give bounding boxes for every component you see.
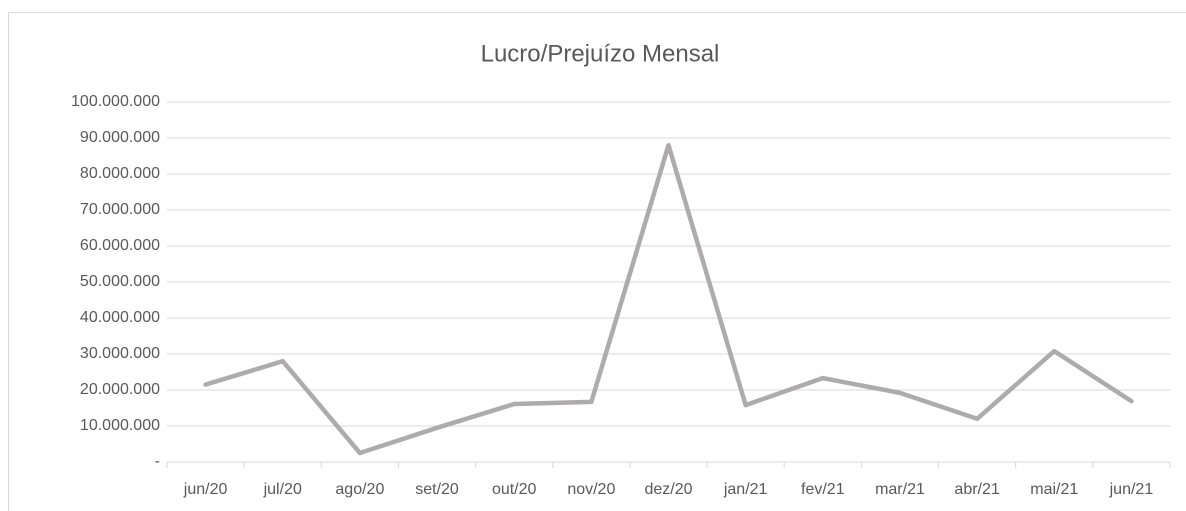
y-tick-label: 60.000.000 xyxy=(80,237,160,254)
x-tick-label: out/20 xyxy=(492,481,537,498)
y-tick-label: 20.000.000 xyxy=(80,381,160,398)
y-tick-label: 90.000.000 xyxy=(80,129,160,146)
chart-frame xyxy=(8,12,1186,511)
x-tick-label: mar/21 xyxy=(875,481,925,498)
x-tick-label: ago/20 xyxy=(335,481,384,498)
x-tick-label: jul/20 xyxy=(263,481,302,498)
x-tick-label: mai/21 xyxy=(1030,481,1078,498)
y-tick-label: 100.000.000 xyxy=(71,93,160,110)
x-tick-label: fev/21 xyxy=(801,481,845,498)
data-line xyxy=(203,142,1134,456)
x-tick-label: abr/21 xyxy=(954,481,999,498)
y-tick-label: 50.000.000 xyxy=(80,273,160,290)
y-tick-label: 80.000.000 xyxy=(80,165,160,182)
chart-title: Lucro/Prejuízo Mensal xyxy=(481,40,720,67)
y-tick-label: 40.000.000 xyxy=(80,309,160,326)
y-tick-label: 30.000.000 xyxy=(80,345,160,362)
x-tick-label: jun/21 xyxy=(1109,481,1154,498)
x-tick-label: set/20 xyxy=(415,481,459,498)
x-tick-label: jun/20 xyxy=(183,481,228,498)
y-tick-label: - xyxy=(155,453,160,470)
x-tick-label: jan/21 xyxy=(723,481,768,498)
x-tick-label: nov/20 xyxy=(567,481,615,498)
y-tick-label: 70.000.000 xyxy=(80,201,160,218)
x-tick-label: dez/20 xyxy=(644,481,692,498)
y-tick-label: 10.000.000 xyxy=(80,417,160,434)
